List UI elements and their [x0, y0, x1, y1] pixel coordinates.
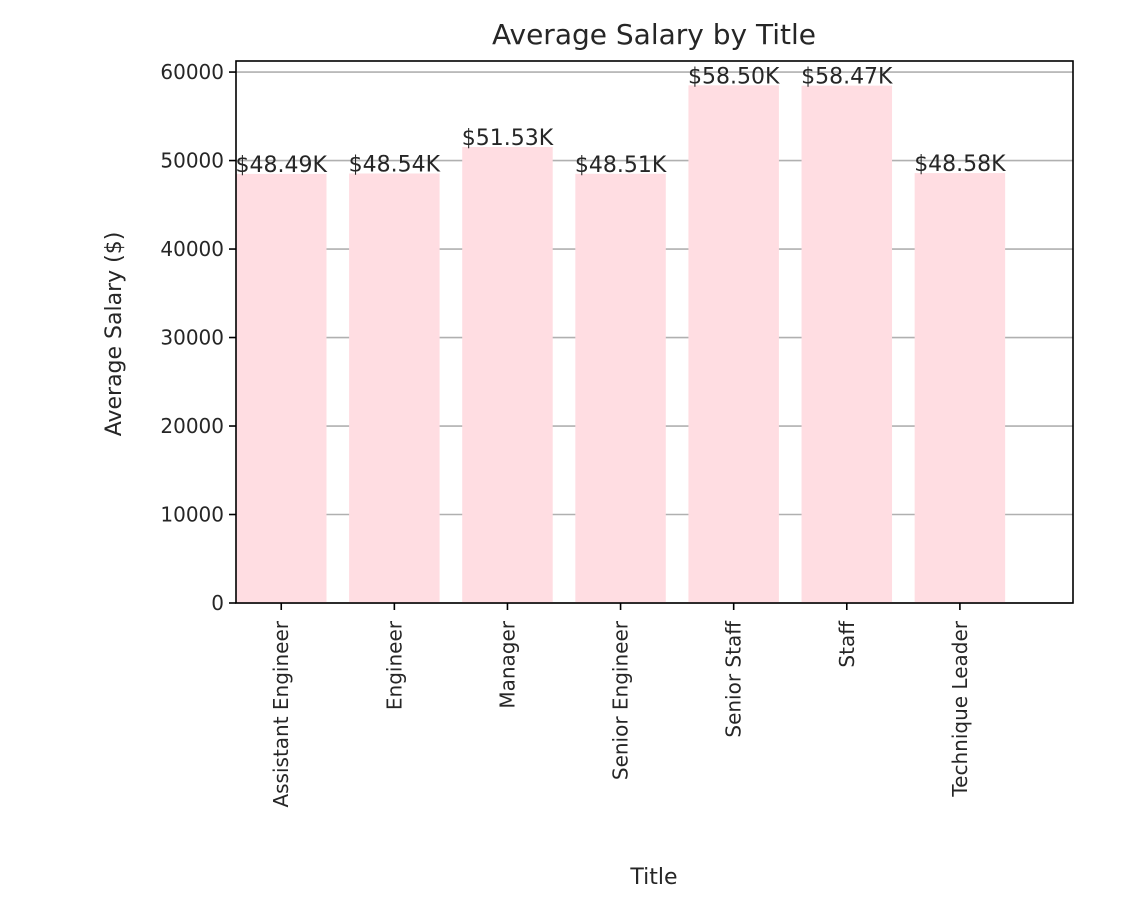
bars: [236, 85, 1006, 604]
x-tick-label: Senior Staff: [722, 620, 746, 738]
data-labels: $48.49K $48.54K $51.53K $48.51K $58.50K $58.4…: [236, 64, 1007, 178]
bar: [914, 173, 1006, 603]
y-axis-label: Average Salary ($): [102, 232, 127, 437]
x-tick-label: Engineer: [382, 620, 406, 710]
y-tick-label: 20000: [160, 414, 224, 438]
plot-frame: [235, 60, 1074, 604]
x-tick-label: Manager: [495, 620, 519, 708]
bar: [575, 173, 666, 603]
bar-value-label: $48.58K: [914, 152, 1006, 177]
x-tick-label: Assistant Engineer: [269, 620, 293, 807]
bar-value-label: $58.50K: [688, 64, 780, 89]
y-tick-label: 0: [211, 591, 224, 615]
bar-value-label: $48.49K: [236, 153, 328, 178]
chart-title: Average Salary by Title: [492, 18, 816, 51]
bar-value-label: $51.53K: [462, 126, 554, 151]
bar: [349, 173, 440, 603]
y-tick-label: 40000: [160, 237, 224, 261]
y-tick-label: 30000: [160, 326, 224, 350]
bar: [801, 85, 893, 603]
y-tick-label: 10000: [160, 503, 224, 527]
y-tick-label: 60000: [160, 60, 224, 84]
bar-value-label: $48.51K: [575, 153, 667, 178]
x-tick-label: Technique Leader: [948, 620, 972, 797]
bar: [688, 85, 779, 603]
bar-value-label: $48.54K: [349, 153, 441, 178]
x-tick-label: Staff: [835, 620, 859, 668]
x-tick-label: Senior Engineer: [609, 620, 633, 780]
x-axis: Assistant Engineer Engineer Manager Senior …: [269, 603, 972, 808]
y-tick-label: 50000: [160, 149, 224, 173]
y-axis: 0 10000 20000 30000 40000 50000 60000: [160, 60, 236, 615]
x-axis-label: Title: [629, 865, 677, 890]
bar-value-label: $58.47K: [801, 65, 893, 90]
bar: [236, 173, 327, 604]
bar: [462, 147, 553, 603]
